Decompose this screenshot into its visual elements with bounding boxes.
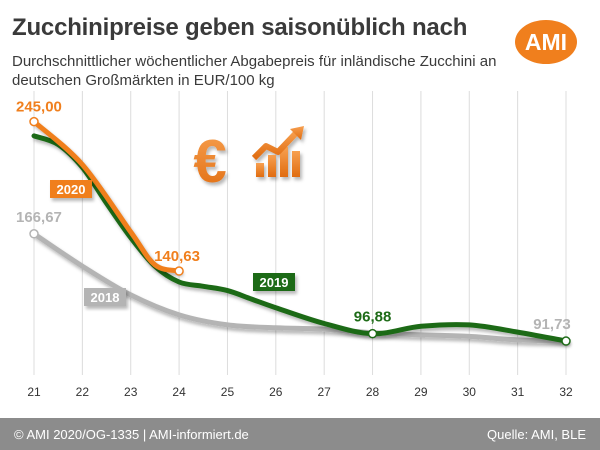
data-label: 245,00 xyxy=(16,99,62,116)
data-label: 140,63 xyxy=(154,248,200,265)
series-tag-2018 xyxy=(84,288,126,306)
vertical-gridlines xyxy=(33,91,567,375)
chart-subtitle: Durchschnittlicher wöchentlicher Abgabep… xyxy=(12,53,497,89)
data-label: 96,88 xyxy=(354,309,392,326)
ami-logo: AMI xyxy=(515,20,577,64)
data-point-marker xyxy=(367,328,378,339)
series-tag-2020 xyxy=(50,180,92,198)
euro-icon: € xyxy=(193,128,226,195)
source-text: Quelle: AMI, BLE xyxy=(487,427,586,442)
series-line-2019 xyxy=(31,133,569,344)
x-tick-label: 28 xyxy=(366,385,380,399)
x-axis-tick-labels: 21 22 23 24 25 26 27 28 29 30 31 32 xyxy=(27,385,573,399)
series-tag-label: 2019 xyxy=(260,275,289,290)
x-tick-label: 27 xyxy=(318,385,332,399)
x-tick-label: 24 xyxy=(172,385,186,399)
decorative-icons: € xyxy=(193,126,304,195)
x-tick-label: 25 xyxy=(221,385,235,399)
chart-title: Zucchinipreise geben saisonüblich nach xyxy=(12,14,468,41)
line-chart: € 21 22 23 24 25 26 27 28 29 30 31 32 245,00 166,67 1… xyxy=(16,91,573,399)
footer-bar: © AMI 2020/OG-1335 | AMI-informiert.de Q… xyxy=(0,418,600,450)
series-name-tags: 2020 2019 2018 xyxy=(50,180,295,306)
x-tick-label: 30 xyxy=(463,385,477,399)
svg-text:€: € xyxy=(193,128,226,195)
series-lines xyxy=(31,119,569,344)
x-tick-label: 31 xyxy=(511,385,525,399)
x-tick-label: 21 xyxy=(27,385,41,399)
data-labels: 245,00 166,67 140,63 96,88 91,73 xyxy=(16,99,571,333)
copyright-text: © AMI 2020/OG-1335 | AMI-informiert.de xyxy=(14,427,249,442)
series-tag-label: 2020 xyxy=(57,182,86,197)
data-point-marker xyxy=(174,266,184,276)
x-tick-label: 29 xyxy=(414,385,428,399)
series-tag-label: 2018 xyxy=(91,290,120,305)
series-line-2020 xyxy=(31,119,182,274)
data-point-marker xyxy=(561,336,571,346)
x-tick-label: 22 xyxy=(76,385,90,399)
series-line-2018 xyxy=(31,231,569,344)
x-tick-label: 23 xyxy=(124,385,138,399)
data-label: 91,73 xyxy=(533,316,571,333)
data-point-marker xyxy=(29,116,39,127)
series-tag-2019 xyxy=(253,273,295,291)
x-tick-label: 26 xyxy=(269,385,283,399)
data-label: 166,67 xyxy=(16,209,62,226)
data-point-markers xyxy=(29,116,571,346)
data-point-marker xyxy=(29,229,39,239)
rising-bar-chart-icon xyxy=(251,126,304,177)
x-tick-label: 32 xyxy=(559,385,573,399)
